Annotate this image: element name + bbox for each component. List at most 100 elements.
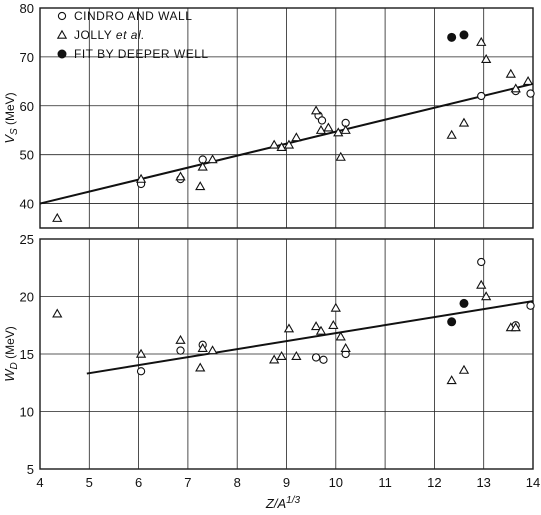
vs-data-point (477, 91, 486, 101)
wd-fit-line (86, 300, 534, 375)
wd-data-point (197, 342, 208, 352)
vs-ylabel-unit: (MeV) (3, 92, 17, 128)
wd-data-point (195, 362, 206, 372)
vs-data-point (315, 124, 327, 134)
legend-label: CINDRO AND WALL (74, 9, 192, 23)
x-tick-label: 14 (526, 475, 540, 490)
vs-data-point (291, 132, 302, 142)
vs-data-point (323, 122, 334, 132)
wd-data-point (447, 317, 457, 327)
vs-data-point (447, 32, 457, 42)
legend-label-part: et al. (116, 28, 145, 42)
x-tick-label: 13 (476, 475, 490, 490)
vs-data-point (310, 105, 322, 115)
vs-ylabel: VS (MeV) (2, 92, 20, 143)
wd-data-point (477, 257, 486, 267)
wd-data-point (311, 353, 321, 362)
wd-data-point (52, 308, 63, 318)
vs-ytick-label: 70 (20, 50, 34, 65)
wd-data-point (335, 331, 346, 341)
wd-ytick-label: 10 (20, 405, 34, 420)
wd-data-point (310, 321, 322, 331)
wd-data-point (175, 334, 186, 344)
vs-data-point (276, 142, 287, 152)
wd-data-point (283, 323, 295, 333)
vs-data-point (135, 173, 147, 183)
wd-data-point (135, 348, 147, 358)
vs-data-point (195, 181, 206, 191)
x-tick-label: 12 (427, 475, 441, 490)
vs-data-point (52, 212, 63, 222)
x-axis-label-base: Z/A (265, 496, 286, 511)
legend-label: FIT BY DEEPER WELL (74, 47, 209, 61)
vs-ytick-label: 80 (20, 1, 34, 16)
wd-data-point (526, 301, 535, 310)
x-tick-label: 7 (184, 475, 191, 490)
vs-data-point (269, 139, 280, 149)
vs-data-point (333, 127, 344, 137)
x-axis: 4 5 6 7 8 9 10 11 12 13 14 Z/A1/3 (36, 475, 540, 511)
vs-data-point (505, 68, 516, 78)
wd-data-point (446, 375, 457, 385)
wd-ylabel-sub: D (9, 362, 20, 369)
x-tick-label: 4 (36, 475, 43, 490)
x-tick-label: 11 (378, 475, 392, 490)
vs-panel: 40 50 60 70 80 VS (MeV) (2, 1, 535, 229)
wd-ytick-label: 5 (27, 462, 34, 477)
x-axis-label: Z/A1/3 (265, 495, 301, 511)
legend: CINDRO AND WALL JOLLY et al. FIT BY DEEPER… (56, 9, 209, 61)
x-tick-label: 5 (86, 475, 93, 490)
wd-data-point (510, 322, 521, 332)
vs-data-point (458, 117, 470, 127)
vs-data-point (340, 124, 351, 134)
vs-data-point (335, 151, 346, 161)
vs-data-point (317, 116, 327, 125)
wd-ylabel: WD (MeV) (2, 326, 20, 382)
wd-data-point (319, 355, 328, 364)
wd-ylabel-main: W (2, 368, 17, 382)
vs-ylabel-sub: S (9, 128, 20, 135)
vs-data-point (481, 54, 492, 64)
wd-data-point (269, 354, 280, 364)
vs-data-point (526, 89, 535, 98)
legend-marker (56, 29, 68, 39)
vs-data-point (476, 36, 487, 46)
vs-ylabel-main: V (2, 134, 17, 144)
legend-label-part: JOLLY (74, 28, 116, 42)
wd-data-point (328, 319, 339, 329)
wd-data-point (481, 291, 492, 301)
wd-data-point (176, 346, 185, 355)
wd-ytick-label: 15 (20, 347, 34, 362)
vs-data-point (522, 76, 534, 86)
vs-ytick-label: 40 (20, 197, 34, 212)
legend-label: JOLLY et al. (74, 28, 145, 42)
vs-ytick-label: 60 (20, 99, 34, 114)
x-tick-label: 8 (234, 475, 241, 490)
x-tick-label: 10 (329, 475, 343, 490)
legend-marker (57, 49, 67, 59)
wd-ylabel-unit: (MeV) (3, 326, 17, 362)
wd-data-point (340, 342, 351, 352)
wd-data-point (459, 298, 469, 308)
wd-data-point (458, 364, 470, 374)
vs-data-point (459, 30, 469, 40)
wd-data-point (136, 367, 146, 376)
vs-data-point (175, 171, 186, 181)
wd-data-point (207, 345, 218, 355)
wd-data-point (315, 325, 327, 335)
wd-data-point (291, 350, 302, 361)
wd-data-point (476, 279, 487, 289)
x-tick-label: 6 (135, 475, 142, 490)
x-axis-label-exponent: 1/3 (286, 495, 300, 506)
vs-data-point (197, 161, 208, 171)
vs-data-point (207, 154, 218, 164)
wd-data-point (330, 302, 341, 312)
x-tick-label: 9 (283, 475, 290, 490)
legend-marker (57, 11, 67, 21)
wd-data-point (276, 350, 287, 361)
wd-ytick-label: 20 (20, 290, 34, 305)
wd-panel: 5 10 15 20 25 WD (MeV) (2, 232, 535, 477)
vs-data-point (283, 139, 295, 149)
vs-ytick-label: 50 (20, 148, 34, 163)
